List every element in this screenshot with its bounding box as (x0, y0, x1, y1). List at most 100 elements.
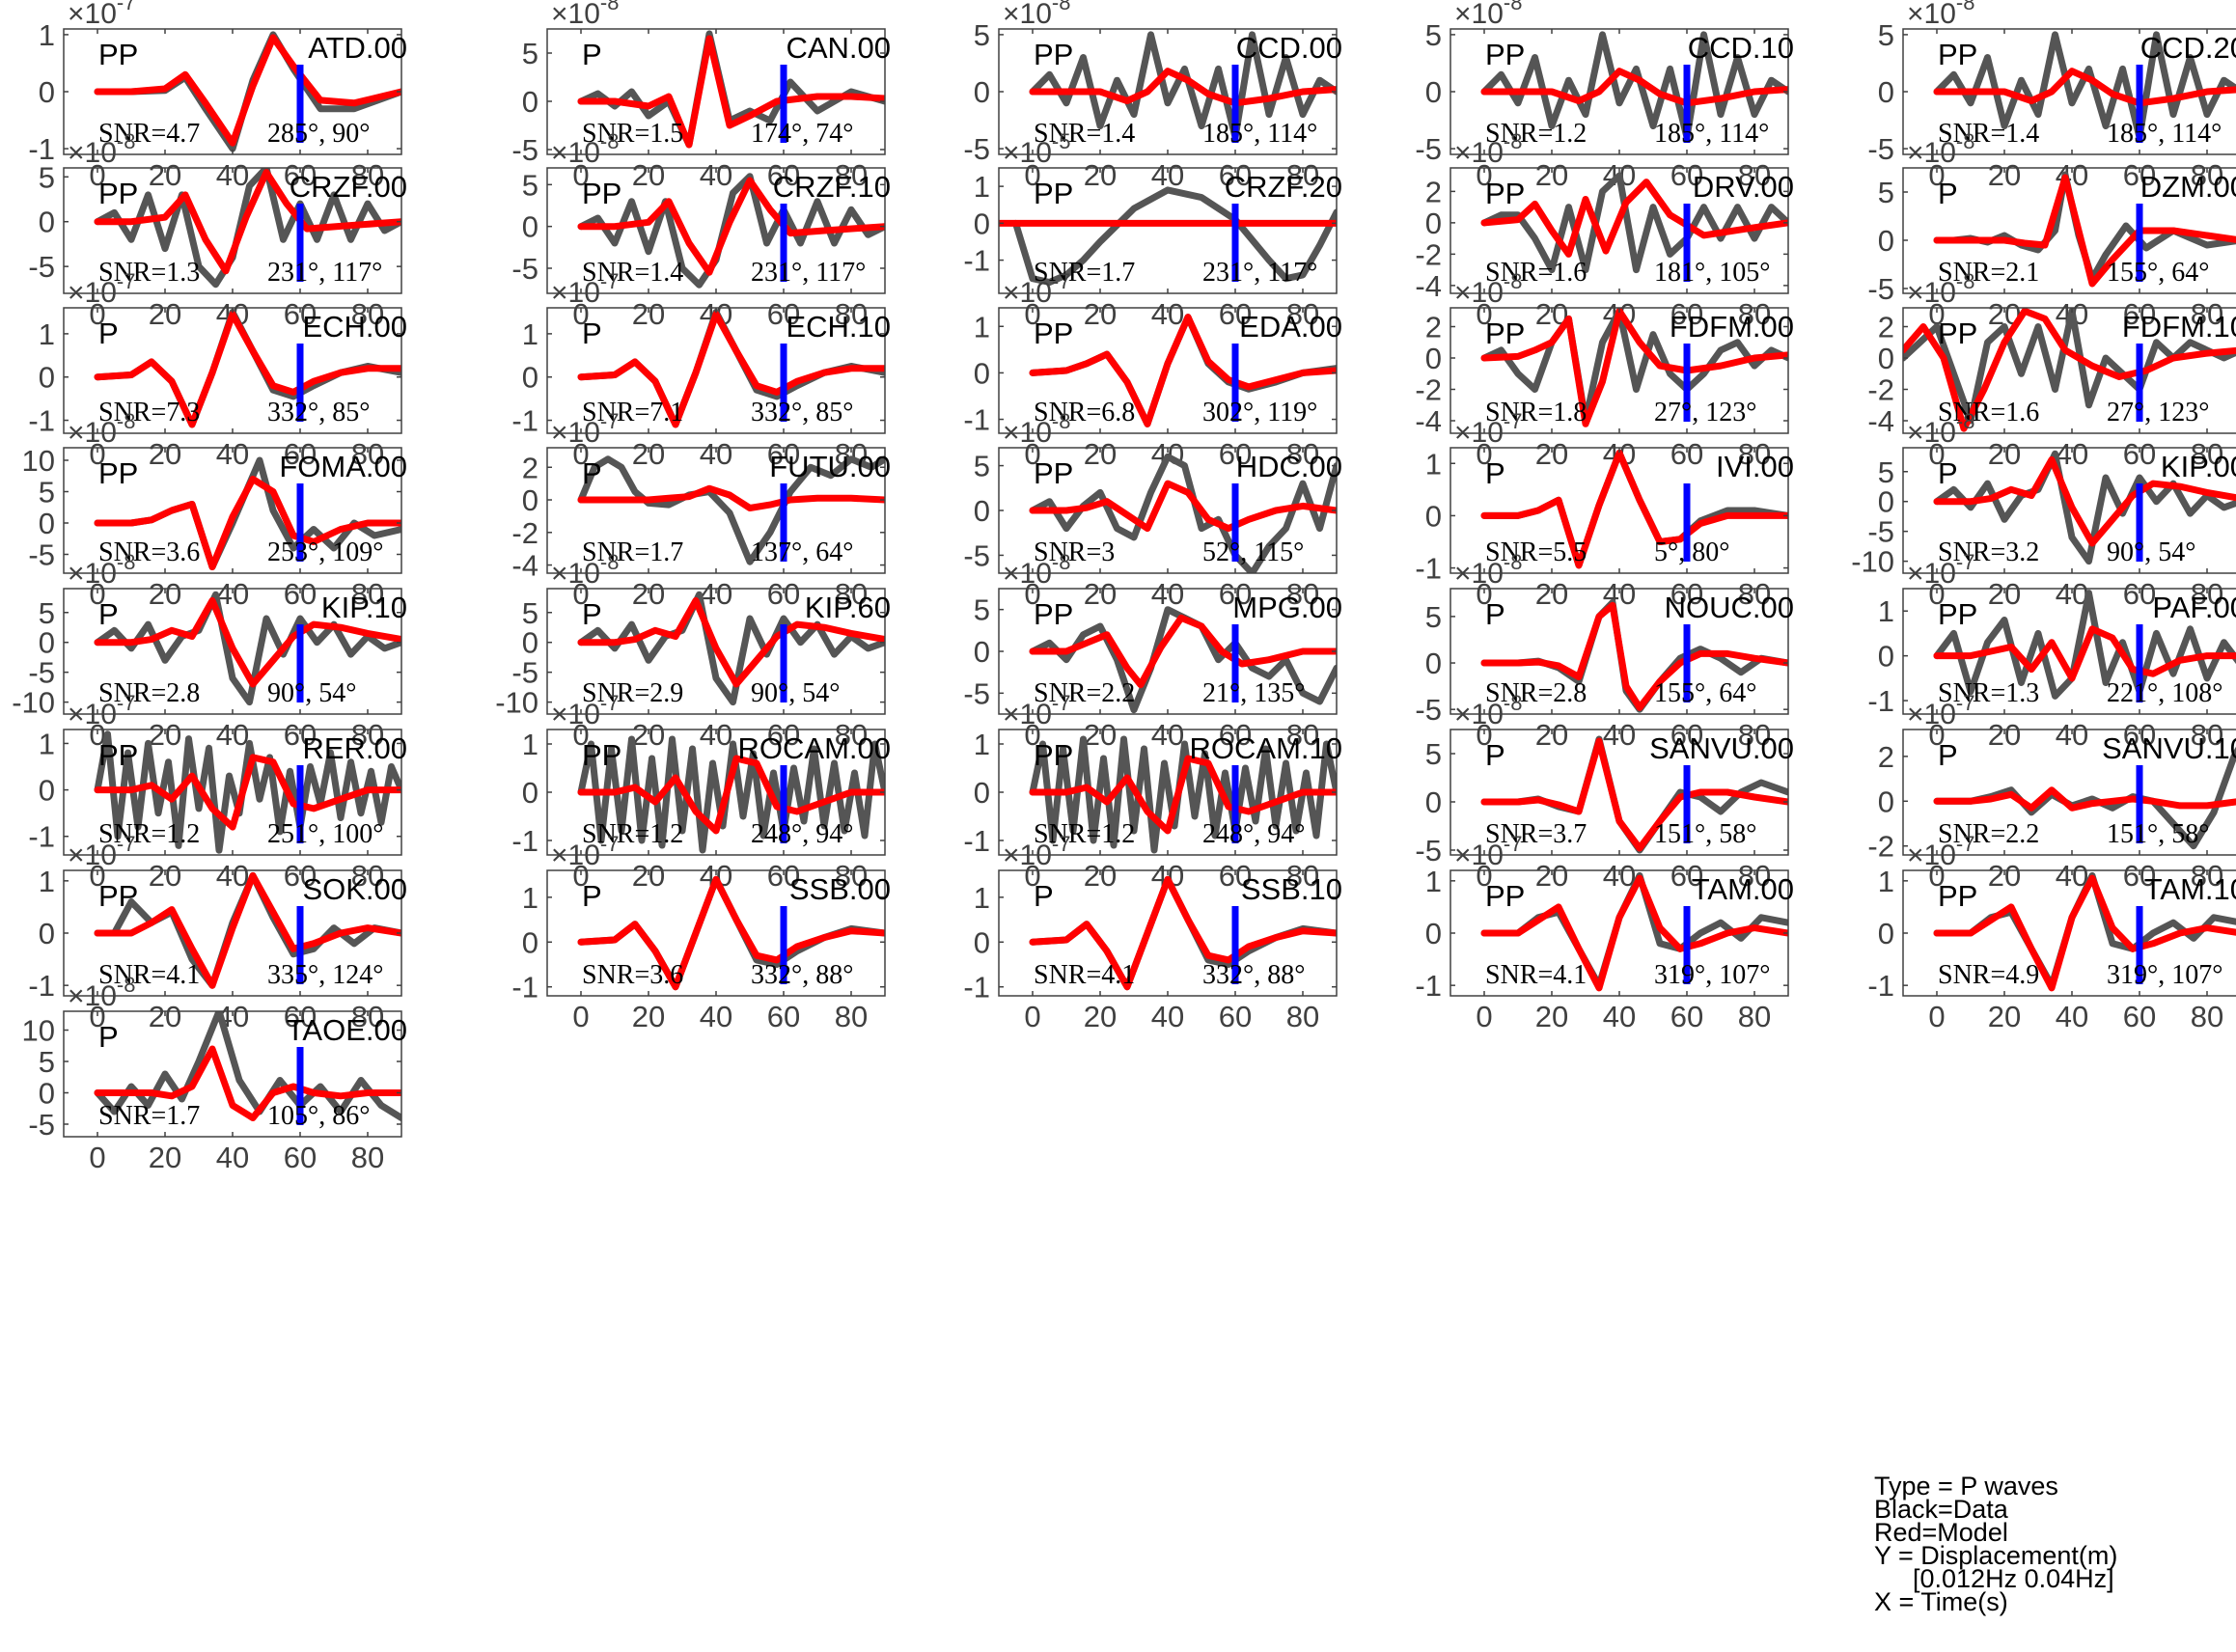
y-tick-label: -2 (1867, 373, 1894, 407)
y-tick-label: 5 (39, 1045, 55, 1079)
x-tick-label: 80 (835, 577, 868, 611)
x-tick-label: 60 (1219, 859, 1252, 893)
y-tick-label: 0 (1878, 485, 1894, 519)
x-tick-label: 80 (351, 297, 384, 331)
y-exponent-power: -7 (600, 832, 620, 856)
data-trace (577, 173, 885, 289)
y-tick-label: 1 (522, 317, 538, 351)
station-label: DRV.00 (1693, 170, 1794, 204)
angles-label: 27°, 123° (2107, 398, 2209, 427)
phase-label: PP (1034, 597, 1073, 631)
angles-label: 253°, 109° (267, 537, 383, 567)
x-tick-label: 0 (1476, 718, 1492, 752)
y-exponent-power: -7 (117, 691, 136, 715)
x-tick-label: 60 (1670, 297, 1703, 331)
phase-label: PP (582, 738, 621, 772)
station-label: KIP.10 (321, 591, 407, 624)
phase-label: PP (1034, 317, 1073, 350)
model-trace (1480, 308, 1788, 427)
model-trace (94, 169, 401, 275)
legend: Type = P waves Black=Data Red=Model Y = … (1874, 1473, 2117, 1615)
x-tick-label: 20 (1535, 718, 1568, 752)
station-label: TAOE.00 (287, 1013, 407, 1047)
x-tick-label: 60 (767, 1000, 800, 1033)
phase-label: P (1485, 738, 1505, 772)
angles-label: 151°, 58° (2107, 819, 2209, 849)
y-tick-label: 5 (974, 593, 990, 627)
y-tick-label: 0 (1425, 75, 1442, 109)
x-tick-label: 40 (700, 158, 732, 192)
angles-label: 231°, 117° (1202, 258, 1317, 288)
snr-label: SNR=7.3 (98, 398, 200, 427)
y-tick-label: 0 (1425, 785, 1442, 819)
model-trace (1029, 875, 1337, 991)
x-tick-label: 0 (89, 437, 105, 471)
x-tick-label: 60 (1219, 297, 1252, 331)
snr-label: SNR=5.5 (1485, 537, 1587, 567)
angles-label: 185°, 114° (1202, 119, 1317, 149)
snr-label: SNR=1.2 (1034, 819, 1135, 849)
y-tick-label: 1 (39, 865, 55, 898)
legend-data: Black=Data (1874, 1495, 2008, 1524)
x-tick-label: 20 (632, 158, 665, 192)
y-tick-label: 0 (974, 925, 990, 959)
y-tick-label: 0 (974, 494, 990, 528)
angles-label: 251°, 100° (267, 819, 383, 849)
x-tick-label: 20 (1988, 859, 2021, 893)
x-tick-label: 40 (216, 158, 249, 192)
model-trace (577, 311, 885, 428)
x-tick-label: 40 (1151, 297, 1184, 331)
station-label: FOMA.00 (279, 450, 407, 483)
y-exponent-power: -7 (1956, 550, 1975, 574)
x-tick-label: 80 (351, 859, 384, 893)
y-tick-label: 0 (974, 635, 990, 669)
y-exponent-power: -8 (1504, 129, 1523, 153)
model-trace (1480, 449, 1788, 569)
y-tick-label: 1 (1425, 447, 1442, 481)
x-tick-label: 60 (767, 437, 800, 471)
angles-label: 231°, 117° (751, 258, 866, 288)
y-tick-label: 2 (1878, 311, 1894, 344)
y-tick-label: 0 (39, 361, 55, 395)
x-tick-label: 20 (149, 577, 181, 611)
model-trace (1480, 737, 1788, 852)
x-tick-label: 40 (2056, 718, 2088, 752)
y-tick-label: 5 (1878, 176, 1894, 209)
x-tick-label: 40 (700, 577, 732, 611)
snr-label: SNR=1.4 (582, 258, 683, 288)
angles-label: 151°, 58° (1654, 819, 1756, 849)
x-tick-label: 20 (632, 1000, 665, 1033)
x-tick-label: 20 (632, 577, 665, 611)
x-tick-label: 0 (1024, 859, 1040, 893)
y-tick-label: 2 (1878, 740, 1894, 774)
y-tick-label: -5 (963, 538, 990, 572)
angles-label: 90°, 54° (751, 678, 840, 708)
phase-label: P (582, 317, 602, 350)
y-exponent: ×10-8 (1907, 0, 1974, 30)
x-tick-label: 0 (89, 158, 105, 192)
y-tick-label: -5 (963, 676, 990, 710)
x-tick-label: 60 (1219, 1000, 1252, 1033)
y-tick-label: -5 (28, 538, 55, 572)
x-tick-label: 20 (1535, 577, 1568, 611)
x-tick-label: 0 (1476, 437, 1492, 471)
y-exponent-power: -7 (600, 409, 620, 433)
phase-label: P (1938, 177, 1958, 210)
x-tick-label: 60 (284, 437, 317, 471)
y-tick-label: 2 (522, 451, 538, 484)
y-tick-label: -10 (1851, 545, 1894, 579)
angles-label: 52°, 115° (1202, 537, 1304, 567)
model-trace (94, 596, 401, 688)
y-tick-label: 0 (39, 917, 55, 950)
x-tick-label: 60 (1219, 577, 1252, 611)
y-tick-label: -2 (1415, 373, 1442, 407)
x-tick-label: 60 (767, 297, 800, 331)
x-tick-label: 0 (89, 577, 105, 611)
y-tick-label: -1 (28, 820, 55, 854)
phase-label: PP (1034, 738, 1073, 772)
station-label: SSB.10 (1241, 872, 1342, 906)
